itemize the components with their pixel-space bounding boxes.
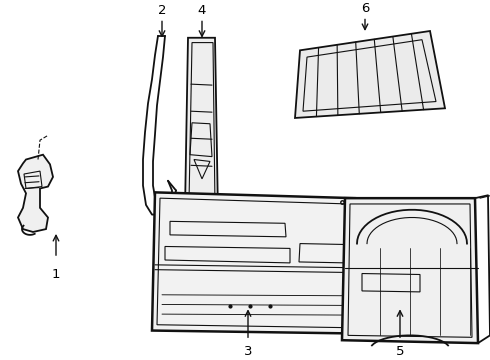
Polygon shape: [342, 198, 478, 343]
Polygon shape: [295, 31, 445, 118]
Polygon shape: [18, 155, 53, 232]
Polygon shape: [152, 192, 355, 333]
Polygon shape: [185, 38, 218, 215]
Polygon shape: [180, 205, 222, 224]
Text: 2: 2: [158, 4, 166, 17]
Text: 6: 6: [361, 1, 369, 14]
Text: 4: 4: [198, 4, 206, 17]
Text: 3: 3: [244, 345, 252, 358]
Text: 1: 1: [52, 268, 60, 281]
Text: 5: 5: [396, 345, 404, 358]
